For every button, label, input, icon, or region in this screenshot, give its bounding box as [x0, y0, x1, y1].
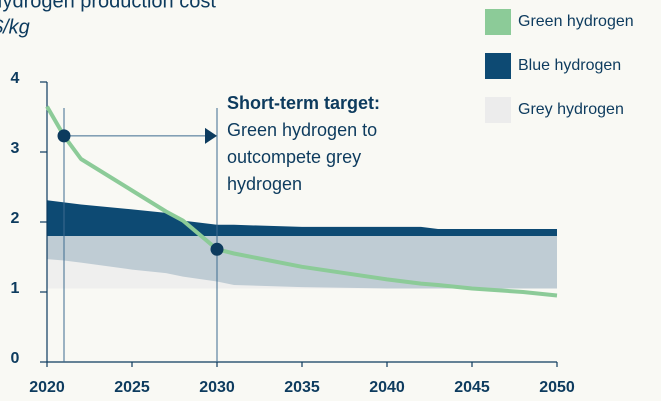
x-tick-label: 2035	[284, 379, 320, 396]
green-line	[45, 105, 558, 298]
x-tick-label: 2045	[454, 379, 490, 396]
y-tick-label: 3	[11, 140, 20, 157]
y-tick-label: 1	[11, 280, 20, 297]
annotation-text: hydrogen	[227, 174, 302, 194]
legend-label: Green hydrogen	[518, 13, 634, 30]
x-tick-label: 2040	[369, 379, 405, 396]
y-tick-label: 4	[11, 70, 20, 87]
legend-swatch	[485, 53, 511, 79]
arrow-head	[205, 127, 217, 144]
target-dot	[210, 242, 224, 256]
y-tick-label: 0	[11, 350, 20, 367]
legend-swatch	[485, 97, 511, 123]
annotation-text: outcompete grey	[227, 147, 361, 167]
y-tick-label: 2	[11, 210, 20, 227]
x-tick-label: 2050	[539, 379, 575, 396]
annotation-text: Green hydrogen to	[227, 120, 377, 140]
annotation-title: Short-term target:	[227, 93, 380, 113]
y-axis-label: $/kg	[0, 16, 30, 38]
target-dot	[57, 129, 71, 143]
chart-title: Hydrogen production cost	[0, 0, 216, 12]
x-tick-label: 2020	[29, 379, 65, 396]
legend-label: Blue hydrogen	[518, 57, 621, 74]
x-tick-label: 2030	[199, 379, 235, 396]
x-tick-label: 2025	[114, 379, 150, 396]
band-area	[47, 236, 557, 289]
legend-swatch	[485, 9, 511, 35]
legend-label: Grey hydrogen	[518, 101, 624, 118]
